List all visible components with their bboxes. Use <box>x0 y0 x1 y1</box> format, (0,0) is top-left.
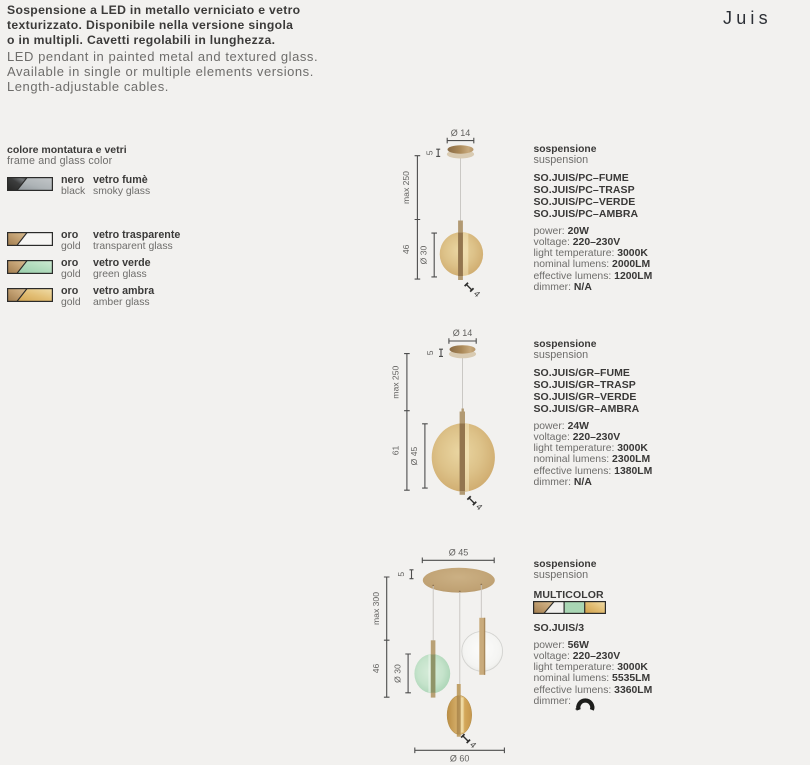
svg-text:4: 4 <box>472 289 483 300</box>
svg-text:46: 46 <box>371 664 381 674</box>
svg-text:5: 5 <box>425 150 435 155</box>
svg-text:max 300: max 300 <box>371 592 381 625</box>
svg-text:5: 5 <box>425 350 435 355</box>
svg-text:Ø 45: Ø 45 <box>449 547 469 557</box>
svg-text:Ø 14: Ø 14 <box>453 328 473 338</box>
svg-text:max 250: max 250 <box>401 171 411 204</box>
svg-text:Ø 30: Ø 30 <box>419 245 429 264</box>
svg-text:46: 46 <box>401 244 411 254</box>
svg-text:4: 4 <box>474 502 485 513</box>
svg-text:Ø 14: Ø 14 <box>451 128 471 138</box>
svg-text:Ø 30: Ø 30 <box>392 664 402 683</box>
svg-text:Ø 60: Ø 60 <box>450 754 470 764</box>
svg-text:61: 61 <box>391 446 401 456</box>
svg-text:4: 4 <box>468 740 479 751</box>
svg-text:max 250: max 250 <box>391 366 401 399</box>
svg-text:5: 5 <box>396 572 406 577</box>
svg-text:Ø 45: Ø 45 <box>409 446 419 465</box>
